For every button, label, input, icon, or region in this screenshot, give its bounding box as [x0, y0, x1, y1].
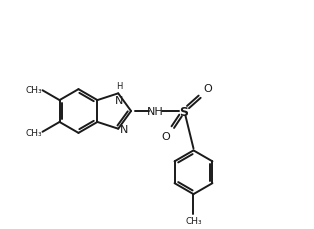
Text: N: N	[120, 124, 128, 134]
Text: S: S	[179, 105, 188, 118]
Text: N: N	[115, 96, 123, 106]
Text: NH: NH	[147, 106, 164, 117]
Text: CH₃: CH₃	[25, 86, 42, 95]
Text: O: O	[203, 84, 212, 94]
Text: H: H	[116, 82, 122, 91]
Text: CH₃: CH₃	[25, 128, 42, 137]
Text: CH₃: CH₃	[185, 216, 202, 225]
Text: O: O	[161, 131, 170, 141]
